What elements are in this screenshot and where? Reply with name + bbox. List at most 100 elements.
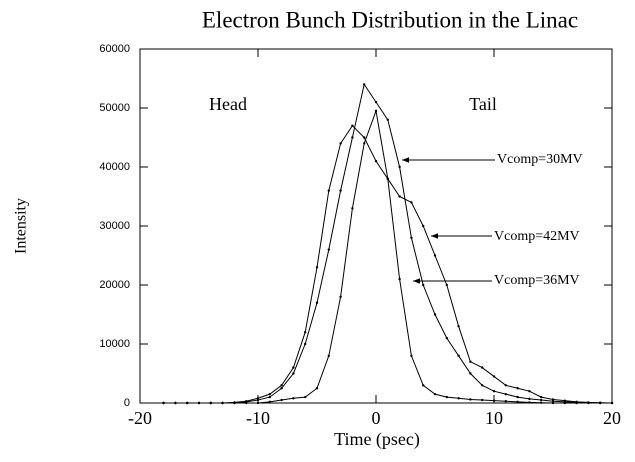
point [386, 118, 389, 122]
point [245, 401, 248, 405]
point [422, 224, 425, 228]
point [221, 401, 224, 405]
annotation: Head [209, 94, 247, 114]
chart-title: Electron Bunch Distribution in the Linac [202, 7, 578, 32]
point [292, 372, 295, 375]
point [563, 401, 566, 405]
point [516, 387, 519, 390]
point [433, 254, 437, 257]
point [374, 100, 378, 104]
point [410, 201, 413, 204]
point [610, 401, 614, 405]
point [445, 395, 448, 399]
point [516, 400, 519, 404]
point [540, 395, 543, 399]
point [599, 401, 602, 405]
series-label: Vcomp=42MV [494, 229, 580, 244]
point [469, 372, 472, 375]
point [197, 401, 201, 405]
point [551, 401, 555, 405]
y-tick-label: 30000 [99, 220, 130, 232]
point [398, 277, 401, 281]
x-tick-label: -20 [128, 408, 152, 428]
point [492, 390, 496, 393]
point [516, 395, 519, 399]
point [363, 83, 366, 86]
point [351, 136, 354, 139]
point [351, 207, 354, 210]
point [469, 360, 472, 363]
point [504, 400, 507, 403]
point [351, 124, 354, 127]
y-tick-label: 50000 [99, 102, 130, 114]
point [174, 401, 177, 405]
point [292, 366, 295, 369]
point [374, 159, 378, 163]
series-label: Vcomp=30MV [497, 152, 583, 167]
point [162, 401, 165, 405]
x-tick-label: 20 [603, 408, 621, 428]
point [280, 387, 283, 390]
point [445, 283, 448, 287]
y-tick-label: 10000 [99, 338, 130, 350]
point [339, 189, 342, 192]
point [504, 384, 507, 387]
point [245, 400, 248, 403]
point [457, 397, 460, 400]
point [398, 195, 401, 198]
point [268, 400, 271, 404]
point [481, 398, 484, 402]
point [209, 401, 212, 405]
point [280, 384, 283, 387]
point [339, 295, 342, 298]
point [256, 398, 260, 402]
point [256, 397, 260, 400]
point [551, 400, 555, 403]
point [575, 401, 578, 405]
point [528, 401, 531, 404]
series-label: Vcomp=36MV [494, 273, 580, 288]
point [315, 301, 319, 304]
y-tick-label: 0 [124, 397, 130, 409]
point [327, 189, 330, 192]
point [528, 397, 531, 401]
point [445, 336, 448, 340]
annotation: Tail [469, 94, 497, 114]
series-line [163, 124, 613, 404]
point [363, 142, 366, 145]
point [186, 401, 189, 405]
point [304, 395, 307, 399]
point [410, 354, 413, 357]
point [433, 392, 437, 396]
point [551, 398, 555, 401]
point [315, 387, 319, 390]
point [268, 395, 271, 399]
point [386, 177, 389, 180]
point [481, 366, 484, 369]
point [256, 401, 260, 405]
point [528, 390, 531, 393]
point [457, 354, 460, 357]
point [457, 325, 460, 328]
x-tick-label: 0 [372, 408, 381, 428]
point [304, 342, 307, 346]
point [481, 384, 484, 387]
y-tick-label: 20000 [99, 279, 130, 291]
point [540, 398, 543, 402]
y-tick-label: 60000 [99, 43, 130, 55]
point [422, 283, 425, 287]
point [327, 354, 330, 357]
point [422, 384, 425, 387]
point [398, 165, 401, 169]
point [492, 399, 496, 402]
point [492, 375, 496, 378]
point [374, 109, 378, 113]
point [292, 397, 295, 400]
y-axis-label: Intensity [13, 198, 30, 254]
point [504, 392, 507, 396]
point [327, 248, 330, 251]
point [587, 401, 590, 405]
point [315, 266, 319, 269]
point [433, 313, 437, 316]
